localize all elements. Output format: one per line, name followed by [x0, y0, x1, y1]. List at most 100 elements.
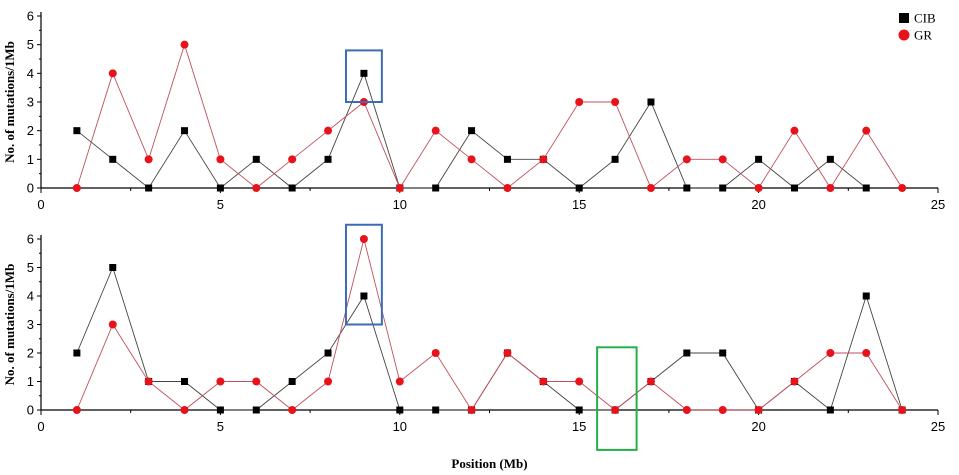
x-tick-label: 15: [572, 419, 586, 434]
data-point-gr: [395, 377, 404, 386]
data-point-gr: [682, 406, 691, 414]
data-point-gr: [216, 155, 225, 164]
legend-label-gr: GR: [914, 28, 932, 43]
data-point-cib: [683, 349, 691, 357]
data-point-gr: [431, 126, 440, 135]
series-line-gr: [76, 43, 903, 189]
x-tick-label: 5: [217, 419, 224, 434]
y-tick-label: 6: [27, 9, 34, 24]
data-point-cib: [647, 98, 655, 106]
data-point-gr: [790, 126, 799, 135]
data-point-gr: [862, 126, 871, 135]
data-point-cib: [790, 184, 798, 192]
legend: CIB GR: [898, 11, 936, 43]
data-point-cib: [73, 349, 81, 357]
data-point-cib: [396, 406, 404, 414]
y-tick-label: 5: [27, 260, 34, 275]
panel-2: 0 1 2 3 4 5 6 0 5 10 15 20 25 No. of mutations/1Mb Pos…: [2, 223, 945, 471]
data-point-cib: [719, 349, 727, 357]
y-tick-label: 3: [27, 95, 34, 110]
data-point-cib: [324, 349, 332, 357]
data-point-gr: [646, 184, 655, 192]
data-point-cib: [288, 378, 296, 385]
y-tick-label: 0: [27, 403, 34, 418]
data-point-gr: [216, 377, 225, 386]
data-point-gr: [288, 406, 297, 414]
data-point-cib: [360, 69, 368, 77]
highlight-box-1: [344, 49, 383, 103]
y-tick-label: 5: [27, 37, 34, 52]
legend-marker-gr: [898, 29, 910, 41]
data-point-gr: [754, 406, 763, 414]
data-point-cib: [288, 184, 296, 192]
data-point-gr: [359, 235, 368, 243]
y-tick-label: 1: [27, 374, 34, 389]
y-tick-label: 2: [27, 346, 34, 361]
data-point-cib: [683, 184, 691, 192]
data-point-cib: [432, 184, 440, 192]
data-point-cib: [719, 184, 727, 192]
y-axis-title: No. of mutations/1Mb: [2, 41, 17, 163]
data-point-gr: [539, 155, 548, 164]
data-point-gr: [324, 126, 333, 135]
data-point-gr: [72, 406, 81, 414]
y-axis-title: No. of mutations/1Mb: [2, 264, 17, 386]
data-point-cib: [109, 155, 117, 163]
data-point-cib: [611, 155, 619, 163]
data-point-cib: [73, 127, 81, 135]
data-point-gr: [503, 184, 512, 192]
data-point-gr: [395, 184, 404, 192]
data-point-cib: [826, 406, 834, 414]
data-point-gr: [898, 184, 907, 192]
panel-1: 0 1 2 3 4 5 6 0 5 10 15 20 25 No. of mutations/1Mb CIB…: [2, 9, 945, 213]
y-tick-label: 0: [27, 181, 34, 196]
data-point-gr: [144, 377, 153, 386]
x-tick-label: 20: [751, 419, 765, 434]
data-point-cib: [216, 184, 224, 192]
data-point-gr: [646, 377, 655, 386]
data-point-cib: [145, 184, 153, 192]
data-point-gr: [467, 406, 476, 414]
data-point-cib: [575, 406, 583, 414]
x-tick-label: 5: [217, 197, 224, 212]
data-point-gr: [108, 320, 117, 329]
data-point-gr: [575, 377, 584, 386]
y-tick-label: 4: [27, 66, 34, 81]
data-point-cib: [826, 155, 834, 163]
data-point-cib: [181, 127, 189, 135]
data-point-gr: [539, 377, 548, 386]
data-point-gr: [898, 406, 907, 414]
y-tick-label: 1: [27, 152, 34, 167]
data-point-gr: [252, 184, 261, 192]
legend-marker-cib: [899, 13, 909, 23]
x-axis-title: Position (Mb): [451, 456, 527, 471]
data-point-cib: [181, 378, 189, 385]
data-point-gr: [862, 349, 871, 357]
data-point-cib: [216, 406, 224, 414]
highlight-box-2: [596, 346, 638, 451]
data-point-cib: [252, 406, 260, 414]
data-point-cib: [503, 155, 511, 163]
data-point-gr: [180, 406, 189, 414]
y-tick-label: 6: [27, 232, 34, 247]
data-point-gr: [826, 184, 835, 192]
data-point-cib: [468, 127, 476, 135]
y-tick-label: 2: [27, 123, 34, 138]
data-point-gr: [682, 155, 691, 164]
data-point-gr: [324, 377, 333, 386]
data-point-gr: [144, 155, 153, 164]
x-tick-label: 10: [393, 419, 407, 434]
series-line-gr: [76, 238, 903, 411]
data-point-cib: [755, 155, 763, 163]
x-tick-label: 20: [751, 197, 765, 212]
data-point-cib: [360, 292, 368, 300]
highlight-box-1: [344, 223, 383, 326]
data-point-cib: [324, 155, 332, 163]
data-point-gr: [718, 155, 727, 164]
data-point-gr: [718, 406, 727, 414]
data-point-gr: [611, 98, 620, 106]
legend-label-cib: CIB: [914, 11, 936, 26]
data-point-gr: [180, 40, 189, 49]
data-point-gr: [431, 349, 440, 357]
